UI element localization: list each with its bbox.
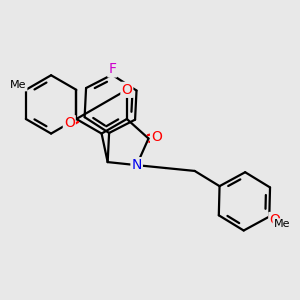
Text: O: O [122, 83, 132, 97]
Text: Me: Me [274, 219, 290, 229]
Text: Me: Me [10, 80, 26, 91]
Text: F: F [108, 62, 116, 76]
Text: O: O [151, 130, 162, 144]
Text: O: O [64, 116, 75, 130]
Text: N: N [131, 158, 142, 172]
Text: O: O [269, 213, 280, 227]
